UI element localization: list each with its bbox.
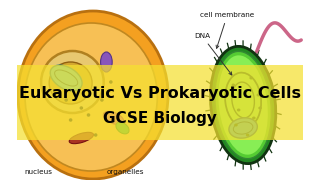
Ellipse shape [69,132,93,144]
Ellipse shape [69,118,72,122]
Ellipse shape [219,55,268,155]
Ellipse shape [231,84,235,87]
Text: cell membrane: cell membrane [200,12,254,48]
Ellipse shape [257,93,260,96]
Ellipse shape [50,65,82,91]
Ellipse shape [215,51,271,159]
Ellipse shape [41,51,104,113]
Ellipse shape [258,107,262,109]
Ellipse shape [116,122,129,134]
Bar [17,65,303,140]
Text: Eukaryotic Vs Prokaryotic Cells: Eukaryotic Vs Prokaryotic Cells [19,86,301,100]
Ellipse shape [64,98,68,102]
Ellipse shape [80,106,83,110]
Ellipse shape [94,133,97,137]
Ellipse shape [234,123,238,127]
Text: organelles: organelles [106,169,144,175]
Text: nucleus: nucleus [24,169,52,175]
Ellipse shape [252,116,256,120]
Ellipse shape [229,118,257,138]
Ellipse shape [237,109,240,111]
Text: GCSE Biology: GCSE Biology [103,111,217,125]
Ellipse shape [100,98,104,102]
Ellipse shape [249,76,253,80]
Text: DNA: DNA [194,33,232,75]
Ellipse shape [100,52,112,72]
Ellipse shape [18,11,168,179]
Ellipse shape [246,134,249,136]
Ellipse shape [211,46,276,164]
Ellipse shape [87,113,90,117]
Ellipse shape [103,111,124,125]
Ellipse shape [109,80,113,84]
Ellipse shape [25,23,157,171]
Ellipse shape [49,62,92,104]
